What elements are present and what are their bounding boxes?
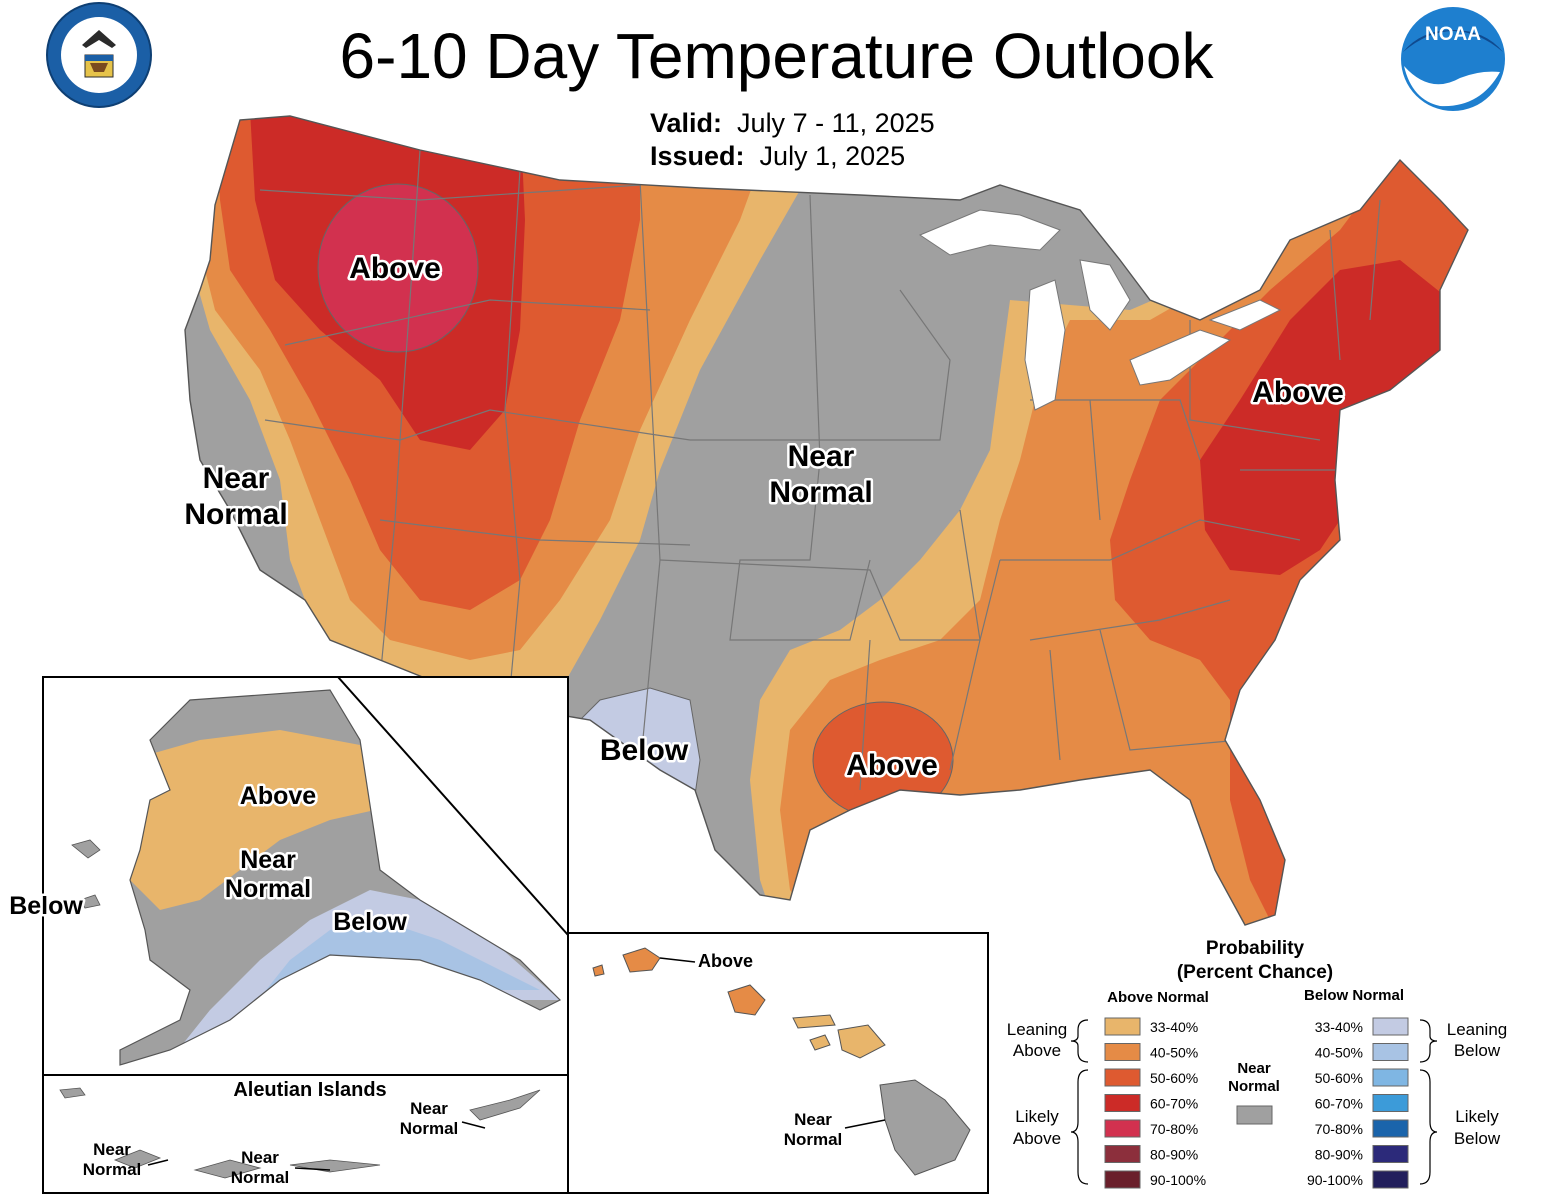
legend-leaning-above-2: Above xyxy=(1013,1041,1061,1060)
legend-above-range-1: 40-50% xyxy=(1150,1045,1198,1061)
legend-below-swatch-4 xyxy=(1372,1119,1409,1138)
great-lakes xyxy=(918,209,1282,411)
legend-likely-below-1: Likely xyxy=(1455,1107,1499,1126)
legend-below-swatch-6 xyxy=(1372,1170,1409,1189)
hawaii-islands xyxy=(592,947,971,1176)
legend-near-1: Near xyxy=(1237,1060,1271,1077)
alaska-islands xyxy=(59,839,541,1179)
legend-title-1: Probability xyxy=(1206,938,1305,959)
legend-above-swatch-0 xyxy=(1104,1017,1141,1036)
legend-above-swatch-2 xyxy=(1104,1068,1141,1087)
legend-below-range-4: 70-80% xyxy=(1315,1121,1363,1137)
aleutian-normal-1: Normal xyxy=(83,1160,142,1179)
legend-below-swatch-2 xyxy=(1372,1068,1409,1087)
aleutian-near-3: Near xyxy=(410,1099,448,1118)
legend-leaning-below-2: Below xyxy=(1454,1041,1501,1060)
label-gulf-above: Above xyxy=(846,749,938,782)
label-northwest-above: Above xyxy=(349,252,441,285)
legend-leaning-above-1: Leaning xyxy=(1007,1020,1068,1039)
alaska-below-south: Below xyxy=(333,908,407,936)
page-title: 6-10 Day Temperature Outlook xyxy=(339,20,1214,92)
alaska-normal: Normal xyxy=(225,875,311,903)
legend-above-swatch-6 xyxy=(1104,1170,1141,1189)
legend-likely-below-2: Below xyxy=(1454,1129,1501,1148)
aleutian-normal-2: Normal xyxy=(231,1168,290,1187)
legend-above-range-5: 80-90% xyxy=(1150,1147,1198,1163)
issued-value: July 1, 2025 xyxy=(759,141,906,171)
aleutian-near-2: Near xyxy=(241,1148,279,1167)
legend-below-swatch-1 xyxy=(1372,1043,1409,1061)
valid-value: July 7 - 11, 2025 xyxy=(737,108,935,138)
legend-likely-above-1: Likely xyxy=(1015,1107,1059,1126)
hawaii-near: Near xyxy=(794,1110,832,1129)
alaska-below-west: Below xyxy=(9,892,83,920)
legend-near-swatch xyxy=(1236,1105,1273,1125)
legend-below-range-6: 90-100% xyxy=(1307,1172,1363,1188)
label-northeast-above: Above xyxy=(1252,376,1344,409)
alaska-near: Near xyxy=(240,846,296,874)
alaska-above: Above xyxy=(240,782,317,810)
aleutian-title: Aleutian Islands xyxy=(233,1079,386,1101)
label-west-normal: Normal xyxy=(184,498,287,531)
legend: Probability (Percent Chance) Above Norma… xyxy=(1007,938,1508,1189)
legend-above-range-3: 60-70% xyxy=(1150,1096,1198,1112)
legend-above-swatch-5 xyxy=(1104,1145,1141,1163)
label-central-normal: Normal xyxy=(769,476,872,509)
legend-above-header: Above Normal xyxy=(1107,989,1209,1006)
conus-outline xyxy=(184,115,1469,926)
legend-below-swatch-3 xyxy=(1372,1094,1409,1112)
commerce-seal-icon xyxy=(46,2,152,108)
aleutian-near-1: Near xyxy=(93,1140,131,1159)
legend-above-range-2: 50-60% xyxy=(1150,1070,1198,1086)
valid-label: Valid: xyxy=(650,108,723,138)
legend-likely-above-2: Above xyxy=(1013,1129,1061,1148)
legend-below-swatches: 33-40% 40-50% 50-60% 60-70% 70-80% 80-90% 90-1… xyxy=(1307,1017,1409,1189)
label-central-near: Near xyxy=(788,440,855,473)
legend-below-range-2: 50-60% xyxy=(1315,1070,1363,1086)
aleutian-normal-3: Normal xyxy=(400,1119,459,1138)
legend-below-range-3: 60-70% xyxy=(1315,1096,1363,1112)
legend-above-range-0: 33-40% xyxy=(1150,1019,1198,1035)
legend-above-swatches: 33-40% 40-50% 50-60% 60-70% 70-80% 80-90% 90-1… xyxy=(1104,1017,1206,1189)
legend-above-swatch-4 xyxy=(1104,1119,1141,1138)
legend-leaning-below-1: Leaning xyxy=(1447,1020,1508,1039)
legend-below-swatch-0 xyxy=(1372,1017,1409,1036)
label-west-near: Near xyxy=(203,462,270,495)
issued-label: Issued: xyxy=(650,141,745,171)
hawaii-normal: Normal xyxy=(784,1130,843,1149)
valid-line: Valid: July 7 - 11, 2025 xyxy=(650,107,935,140)
noaa-logo-icon: NOAA xyxy=(1401,7,1505,111)
legend-above-swatch-3 xyxy=(1104,1094,1141,1112)
legend-title-2: (Percent Chance) xyxy=(1177,962,1333,983)
legend-above-range-6: 90-100% xyxy=(1150,1172,1206,1188)
label-texas-below: Below xyxy=(600,734,689,767)
legend-below-header: Below Normal xyxy=(1304,987,1404,1004)
legend-below-swatch-5 xyxy=(1372,1145,1409,1163)
noaa-logo-text: NOAA xyxy=(1425,24,1481,45)
legend-below-range-5: 80-90% xyxy=(1315,1147,1363,1163)
legend-below-range-0: 33-40% xyxy=(1315,1019,1363,1035)
legend-above-swatch-1 xyxy=(1104,1043,1141,1061)
legend-above-range-4: 70-80% xyxy=(1150,1121,1198,1137)
legend-below-range-1: 40-50% xyxy=(1315,1045,1363,1061)
hawaii-above: Above xyxy=(698,951,753,971)
aleutian-inset xyxy=(42,1074,569,1194)
issued-line: Issued: July 1, 2025 xyxy=(650,140,905,173)
legend-near-2: Normal xyxy=(1228,1078,1280,1095)
